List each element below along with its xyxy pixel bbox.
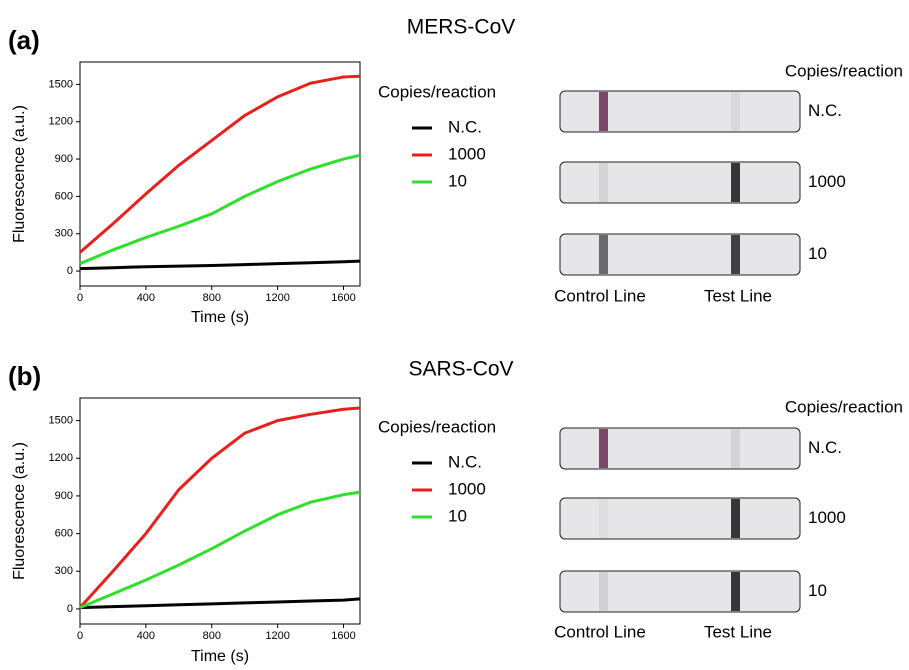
y-tick-label: 900 [55,490,73,502]
x-tick-label: 800 [203,292,221,304]
test-band [731,235,740,274]
series-line [79,259,361,271]
control-band [599,429,608,468]
y-tick-label: 1500 [49,415,73,427]
legend-label: N.C. [448,452,482,471]
plot-frame [79,61,361,287]
chart-title: MERS-CoV [407,16,516,39]
y-axis-label: Fluorescence (a.u.) [11,105,28,243]
control-line-label: Control Line [554,622,646,641]
x-tick-label: 800 [203,630,221,642]
series-line [78,406,361,609]
strip-label: 10 [808,244,827,263]
legend-label: N.C. [448,117,482,136]
strip-label: N.C. [808,101,842,120]
test-strip [559,90,801,133]
strip-label: 1000 [808,508,846,527]
y-tick-label: 300 [55,228,73,240]
strip-title: Copies/reaction [785,61,903,80]
y-tick-label: 600 [55,528,73,540]
control-line-label: Control Line [554,286,646,305]
test-band [731,572,740,611]
x-tick-label: 1200 [265,630,289,642]
test-strip [559,233,801,276]
y-tick-label: 0 [67,603,73,615]
legend-title: Copies/reaction [378,417,496,436]
strip-label: 1000 [808,172,846,191]
series-line [79,153,361,265]
strip-label: 10 [808,581,827,600]
y-axis-label: Fluorescence (a.u.) [11,442,28,580]
control-band [599,163,608,202]
y-tick-label: 1200 [49,116,73,128]
test-band [731,163,740,202]
chart-title: SARS-CoV [408,358,513,381]
test-strip [559,427,801,470]
test-strip [559,161,801,204]
x-axis-label: Time (s) [191,648,249,665]
legend-label: 1000 [448,479,486,498]
series-line [79,490,361,610]
panel-label: (b) [8,361,41,391]
control-band [599,499,608,538]
x-axis-label: Time (s) [191,309,249,326]
legend-label: 10 [448,171,467,190]
panel-label: (a) [8,25,40,55]
x-tick-label: 1600 [331,630,355,642]
test-line-label: Test Line [704,286,772,305]
test-band [731,429,740,468]
control-band [599,572,608,611]
test-strip [559,570,801,613]
strip-title: Copies/reaction [785,397,903,416]
legend-label: 1000 [448,144,486,163]
y-tick-label: 1500 [49,78,73,90]
y-tick-label: 600 [55,190,73,202]
test-strip [559,497,801,540]
series-line [79,74,361,254]
x-tick-label: 1600 [331,292,355,304]
control-band [599,235,608,274]
x-tick-label: 400 [137,630,155,642]
test-band [731,499,740,538]
x-tick-label: 1200 [265,292,289,304]
strip-label: N.C. [808,438,842,457]
legend-label: 10 [448,506,467,525]
y-tick-label: 900 [55,153,73,165]
legend-title: Copies/reaction [378,82,496,101]
series-line [79,597,361,610]
plot-frame [79,397,361,625]
x-tick-label: 0 [77,630,83,642]
test-line-label: Test Line [704,622,772,641]
y-tick-label: 1200 [49,452,73,464]
x-tick-label: 0 [77,292,83,304]
control-band [599,92,608,131]
y-tick-label: 300 [55,565,73,577]
x-tick-label: 400 [137,292,155,304]
test-band [731,92,740,131]
y-tick-label: 0 [67,265,73,277]
